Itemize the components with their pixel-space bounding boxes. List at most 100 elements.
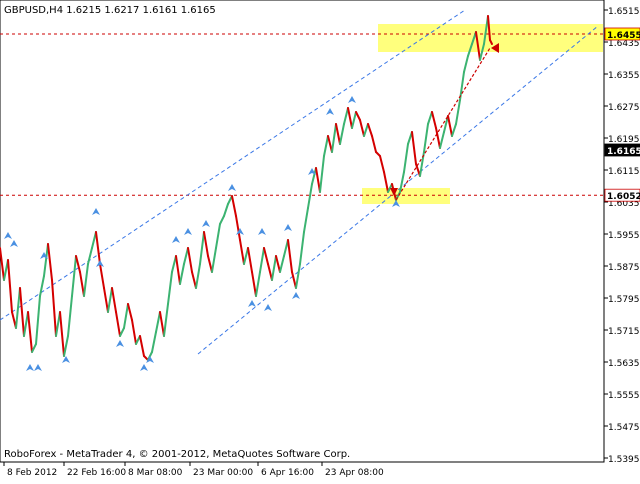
price-segment [207, 255, 213, 273]
price-segment [279, 255, 285, 273]
price-segment [489, 39, 493, 45]
price-segment [27, 311, 33, 353]
price-segment [131, 319, 137, 345]
price-segment [459, 71, 465, 101]
price-segment [211, 247, 217, 273]
y-tick-label: 1.6115 [608, 167, 640, 177]
x-tick-label: 23 Mar 00:00 [193, 468, 253, 478]
price-segment [15, 287, 21, 329]
y-tick-label: 1.5795 [608, 295, 640, 305]
fractal-marker [92, 208, 100, 215]
price-segment [35, 295, 41, 345]
chart-title: GBPUSD,H4 1.6215 1.6217 1.6161 1.6165 [4, 5, 216, 16]
price-segment [299, 231, 305, 265]
current-price-label-text: 1.6165 [607, 147, 640, 157]
fractal-marker [202, 220, 210, 227]
price-segment [139, 335, 145, 357]
price-segment [451, 123, 457, 137]
price-segment [331, 123, 337, 153]
price-segment [339, 123, 345, 145]
price-segment [355, 111, 361, 121]
price-segment [51, 279, 57, 337]
price-segment [183, 247, 189, 265]
price-segment [23, 311, 29, 337]
x-tick-label: 6 Apr 16:00 [261, 468, 314, 478]
price-segment [323, 135, 329, 157]
price-segment [363, 123, 369, 137]
price-segment [427, 111, 433, 125]
price-segment [367, 123, 373, 137]
price-segment [167, 271, 173, 305]
price-segment [115, 311, 121, 337]
price-segment [455, 99, 461, 125]
price-segment [271, 255, 277, 281]
price-segment [423, 123, 429, 153]
y-tick-label: 1.5715 [608, 327, 640, 337]
price-segment [371, 135, 377, 153]
price-segment [311, 167, 317, 185]
price-segment [63, 335, 69, 357]
channel-line-0 [0, 9, 466, 321]
price-segment [243, 247, 249, 265]
fractal-marker [34, 364, 42, 371]
price-segment [247, 247, 253, 273]
price-segment [275, 255, 281, 273]
fractal-marker [264, 304, 272, 311]
price-segment [87, 247, 93, 265]
price-segment [327, 135, 333, 153]
price-segment [151, 331, 157, 353]
price-segment [335, 123, 341, 145]
price-segment [439, 131, 445, 149]
resistance-price-label: 1.6455 [604, 27, 640, 41]
channel-line-1 [197, 25, 599, 355]
price-segment [291, 271, 297, 289]
current-price-label: 1.6165 [604, 143, 640, 157]
y-tick-label: 1.5555 [608, 391, 640, 401]
price-segment [379, 155, 385, 173]
fractal-marker [228, 184, 236, 191]
fractal-marker [392, 200, 400, 207]
fractal-marker [4, 232, 12, 239]
price-segment [123, 303, 129, 329]
resistance-price-label-text: 1.6455 [607, 31, 640, 41]
price-segment [479, 43, 485, 61]
price-segment [191, 271, 197, 289]
y-tick-label: 1.5635 [608, 359, 640, 369]
price-segment [163, 303, 169, 337]
fractal-marker [172, 236, 180, 243]
price-segment [235, 215, 241, 241]
y-tick-label: 1.6275 [608, 103, 640, 113]
price-segment [95, 231, 101, 265]
x-tick-label: 8 Mar 08:00 [128, 468, 183, 478]
price-segment [443, 115, 449, 133]
price-segment [463, 55, 469, 73]
price-segment [75, 255, 81, 273]
resistance-price-label-box [604, 27, 640, 41]
price-segment [475, 31, 481, 61]
price-segment [231, 195, 237, 217]
price-segment [239, 239, 245, 265]
price-segment [107, 287, 113, 313]
y-tick-label: 1.6515 [608, 7, 640, 17]
fractal-marker [284, 224, 292, 231]
price-segment [127, 303, 133, 321]
fractal-marker [140, 364, 148, 371]
price-segment [19, 287, 25, 337]
y-tick-label: 1.6195 [608, 135, 640, 145]
fractal-marker [96, 260, 104, 267]
y-tick-label: 1.6035 [608, 199, 640, 209]
price-segment [467, 43, 473, 57]
price-segment [47, 243, 53, 281]
y-tick-label: 1.5955 [608, 231, 640, 241]
price-segment [179, 263, 185, 285]
fractal-marker [292, 292, 300, 299]
fractal-marker [258, 228, 266, 235]
price-segment [71, 255, 77, 297]
price-segment [303, 207, 309, 233]
price-segment [447, 115, 453, 137]
price-segment [99, 263, 105, 289]
price-segment [31, 343, 37, 353]
x-tick-label: 22 Feb 16:00 [67, 468, 126, 478]
fractal-marker [184, 228, 192, 235]
